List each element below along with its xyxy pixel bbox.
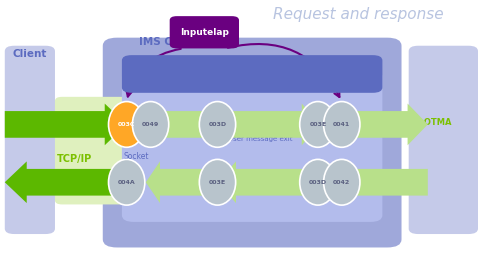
Ellipse shape — [199, 159, 236, 205]
Polygon shape — [5, 161, 127, 203]
FancyBboxPatch shape — [409, 46, 478, 234]
FancyBboxPatch shape — [103, 38, 402, 247]
Ellipse shape — [324, 101, 360, 147]
Text: 0049: 0049 — [142, 122, 159, 127]
Ellipse shape — [109, 159, 145, 205]
Text: IRM: IRM — [53, 120, 72, 129]
Text: IMS Connect Extensions: IMS Connect Extensions — [186, 70, 318, 80]
Polygon shape — [5, 104, 127, 145]
Text: Write: Write — [162, 178, 187, 187]
Text: Read: Read — [158, 120, 182, 129]
Text: Response: Response — [40, 178, 89, 187]
Text: 003E: 003E — [309, 122, 326, 127]
Text: 0042: 0042 — [333, 180, 350, 185]
Text: 003E: 003E — [209, 180, 226, 185]
Text: 004A: 004A — [118, 180, 136, 185]
Ellipse shape — [300, 159, 336, 205]
Text: Inputelap: Inputelap — [180, 28, 229, 37]
Text: XCF OTMA: XCF OTMA — [402, 118, 451, 127]
Polygon shape — [146, 104, 225, 145]
Text: User message exit: User message exit — [228, 136, 293, 142]
FancyBboxPatch shape — [5, 46, 55, 234]
Ellipse shape — [324, 159, 360, 205]
Text: IMS Connect: IMS Connect — [139, 37, 212, 47]
Polygon shape — [217, 104, 320, 145]
Text: 003D: 003D — [208, 122, 227, 127]
Polygon shape — [146, 161, 225, 203]
Text: 003C: 003C — [118, 122, 135, 127]
Text: Client: Client — [13, 49, 47, 59]
FancyBboxPatch shape — [55, 97, 129, 204]
Text: 003D: 003D — [309, 180, 327, 185]
FancyBboxPatch shape — [122, 55, 382, 93]
Text: 0041: 0041 — [333, 122, 350, 127]
Polygon shape — [315, 104, 428, 145]
FancyBboxPatch shape — [170, 16, 239, 48]
Text: Transmit function: Transmit function — [222, 178, 299, 187]
Text: TCP/IP: TCP/IP — [56, 154, 92, 164]
Polygon shape — [315, 161, 428, 203]
Text: Read function: Read function — [230, 120, 291, 129]
Text: Socket: Socket — [123, 151, 149, 161]
Text: Request and response: Request and response — [273, 7, 444, 22]
Ellipse shape — [132, 101, 169, 147]
Ellipse shape — [199, 101, 236, 147]
FancyBboxPatch shape — [122, 70, 382, 222]
Ellipse shape — [109, 101, 145, 147]
Polygon shape — [217, 161, 320, 203]
Ellipse shape — [300, 101, 336, 147]
